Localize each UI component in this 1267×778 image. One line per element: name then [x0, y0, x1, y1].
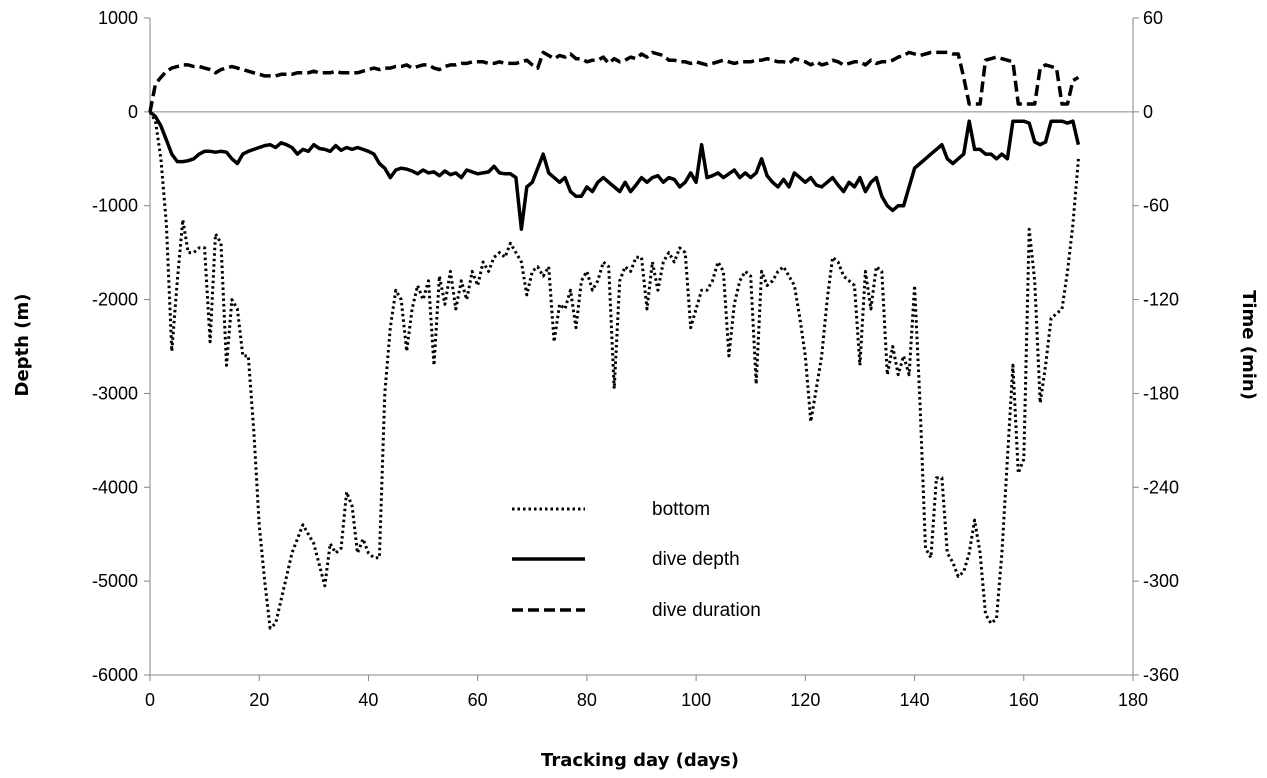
x-tick-label: 80	[577, 690, 597, 710]
y2-tick-label: 0	[1143, 102, 1153, 122]
y2-tick-label: -360	[1143, 665, 1179, 685]
y-tick-label: -5000	[92, 571, 138, 591]
x-tick-label: 60	[468, 690, 488, 710]
x-tick-label: 100	[681, 690, 711, 710]
legend-label-bottom: bottom	[652, 499, 710, 520]
series-line-dive-depth	[148, 110, 1081, 231]
y-tick-label: -2000	[92, 290, 138, 310]
tick-labels: 0 20 40 60 80 100 120 140 160 180 1000 0 -1000 -2000 -…	[92, 8, 1179, 710]
y2-tick-label: -180	[1143, 383, 1179, 403]
legend-label-dive-depth: dive depth	[652, 549, 740, 570]
x-tick-label: 180	[1118, 690, 1148, 710]
legend: bottom dive depth dive duration	[512, 499, 761, 621]
x-tick-label: 20	[249, 690, 269, 710]
x-tick-label: 140	[900, 690, 930, 710]
x-tick-label: 160	[1009, 690, 1039, 710]
y-tick-label: -1000	[92, 196, 138, 216]
y-tick-label: 1000	[98, 8, 138, 28]
y-tick-label: -4000	[92, 477, 138, 497]
legend-label-dive-duration: dive duration	[652, 600, 761, 621]
y2-tick-label: -300	[1143, 571, 1179, 591]
x-axis-title: Tracking day (days)	[541, 750, 739, 771]
x-tick-label: 120	[790, 690, 820, 710]
axes	[144, 17, 1139, 681]
series-line-bottom	[148, 111, 1080, 630]
y2-axis-title: Time (min)	[1238, 290, 1259, 400]
y-tick-label: 0	[128, 102, 138, 122]
series-line-dive-duration	[148, 50, 1080, 113]
series-layer	[148, 50, 1081, 630]
x-tick-label: 0	[145, 690, 155, 710]
x-tick-label: 40	[358, 690, 378, 710]
y-tick-label: -3000	[92, 383, 138, 403]
y-axis-title: Depth (m)	[12, 294, 33, 397]
y2-tick-label: -120	[1143, 290, 1179, 310]
y2-tick-label: -240	[1143, 477, 1179, 497]
y-tick-label: -6000	[92, 665, 138, 685]
y2-tick-label: -60	[1143, 196, 1169, 216]
y2-tick-label: 60	[1143, 8, 1163, 28]
